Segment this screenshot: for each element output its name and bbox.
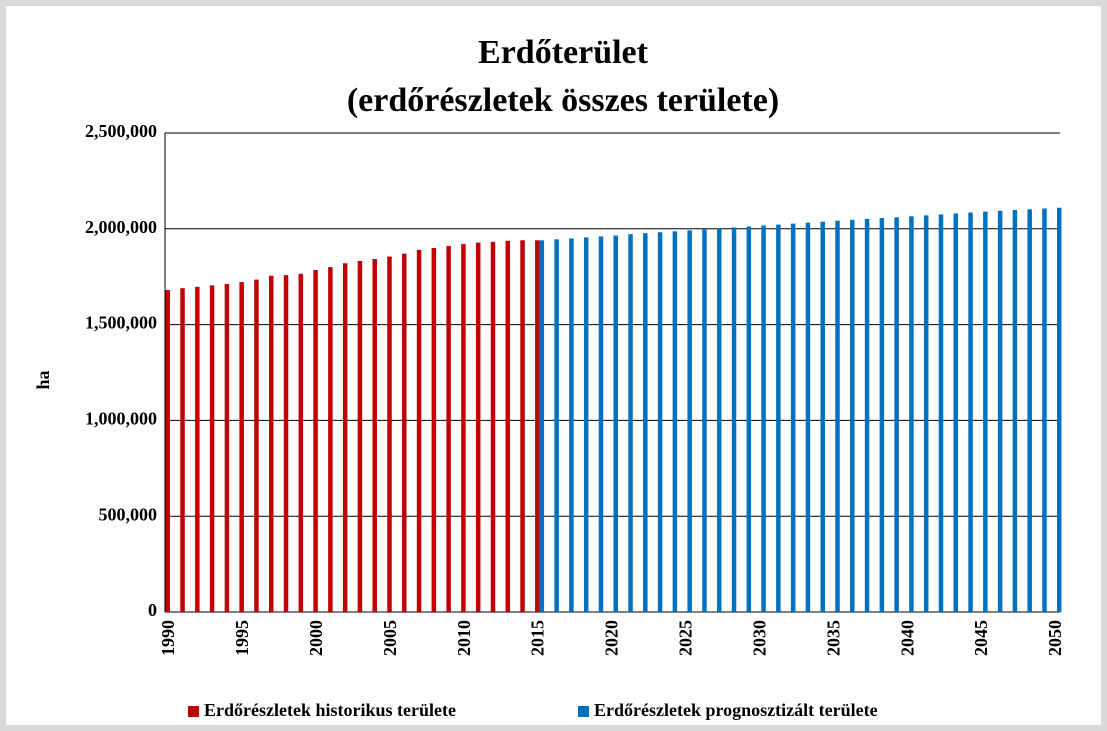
bar: [850, 219, 855, 612]
bar: [539, 240, 545, 612]
x-tick-label: 2015: [528, 620, 548, 656]
x-tick-label: 2045: [971, 620, 991, 656]
bar: [239, 282, 244, 612]
y-axis-label: ha: [33, 370, 53, 389]
bar: [268, 275, 274, 612]
bar: [165, 290, 170, 612]
bar: [446, 246, 451, 612]
bar: [643, 233, 648, 613]
bar: [431, 247, 437, 612]
x-tick-label: 1990: [158, 620, 178, 656]
x-tick-label: 1995: [232, 620, 252, 656]
bar: [490, 241, 496, 612]
bar: [209, 285, 215, 612]
bar: [835, 220, 840, 612]
legend-label: Erdőrészletek historikus területe: [204, 700, 456, 720]
bar: [687, 230, 692, 612]
x-tick-label: 2000: [306, 620, 326, 656]
bar: [805, 222, 811, 612]
bar: [923, 215, 929, 612]
bar: [583, 237, 589, 612]
bar: [776, 224, 781, 613]
x-tick-label: 2005: [380, 620, 400, 656]
legend-label: Erdőrészletek prognosztizált területe: [594, 700, 878, 720]
bar: [746, 226, 752, 612]
bar: [997, 210, 1003, 612]
bar: [716, 228, 722, 612]
bar: [298, 273, 304, 612]
bar: [909, 216, 914, 612]
bar: [672, 231, 678, 612]
bar: [790, 223, 796, 612]
bar: [569, 238, 574, 612]
bar: [195, 286, 200, 612]
bar: [313, 269, 318, 612]
chart-title: Erdőterület: [478, 34, 649, 71]
bar: [387, 256, 392, 612]
bar: [1012, 210, 1018, 612]
bar: [731, 227, 737, 612]
y-tick-label: 2,500,000: [85, 121, 157, 141]
bar: [702, 229, 707, 612]
x-tick-label: 2010: [454, 620, 474, 656]
bar: [1057, 207, 1062, 612]
legend-swatch: [578, 706, 589, 717]
bar: [598, 236, 604, 613]
bar: [283, 275, 289, 612]
bar: [761, 225, 766, 613]
y-tick-label: 2,000,000: [85, 217, 157, 237]
bar: [628, 234, 633, 612]
bar: [357, 260, 363, 612]
legend-swatch: [188, 706, 199, 717]
bar: [613, 235, 618, 613]
bar: [983, 211, 988, 612]
bar: [894, 217, 899, 612]
bar: [372, 259, 377, 612]
bar: [938, 214, 944, 612]
bar: [475, 242, 481, 612]
bar: [1042, 208, 1047, 612]
bar: [1027, 209, 1032, 612]
bar: [953, 213, 959, 613]
bar: [416, 249, 422, 612]
bar: [224, 283, 230, 612]
bar: [180, 288, 185, 612]
y-tick-label: 1,000,000: [85, 409, 157, 429]
x-tick-label: 2050: [1045, 620, 1065, 656]
x-tick-label: 2035: [823, 620, 843, 656]
bar: [968, 212, 973, 612]
bar: [328, 267, 333, 612]
bar: [254, 279, 259, 612]
y-tick-label: 1,500,000: [85, 313, 157, 333]
x-tick-label: 2040: [897, 620, 917, 656]
x-tick-label: 2030: [749, 620, 769, 656]
bar: [402, 253, 407, 612]
x-tick-label: 2025: [676, 620, 696, 656]
chart-subtitle: (erdőrészletek összes területe): [347, 82, 779, 119]
bar: [864, 218, 870, 613]
y-tick-label: 500,000: [99, 504, 158, 524]
bar: [342, 263, 348, 612]
y-tick-label: 0: [148, 600, 157, 620]
bar: [820, 221, 825, 612]
bar: [461, 244, 466, 613]
x-tick-label: 2020: [602, 620, 622, 656]
bar: [879, 218, 885, 612]
bar: [535, 240, 540, 612]
bar: [505, 240, 511, 613]
bar: [657, 232, 663, 613]
bar: [520, 240, 525, 612]
bar: [554, 239, 559, 612]
